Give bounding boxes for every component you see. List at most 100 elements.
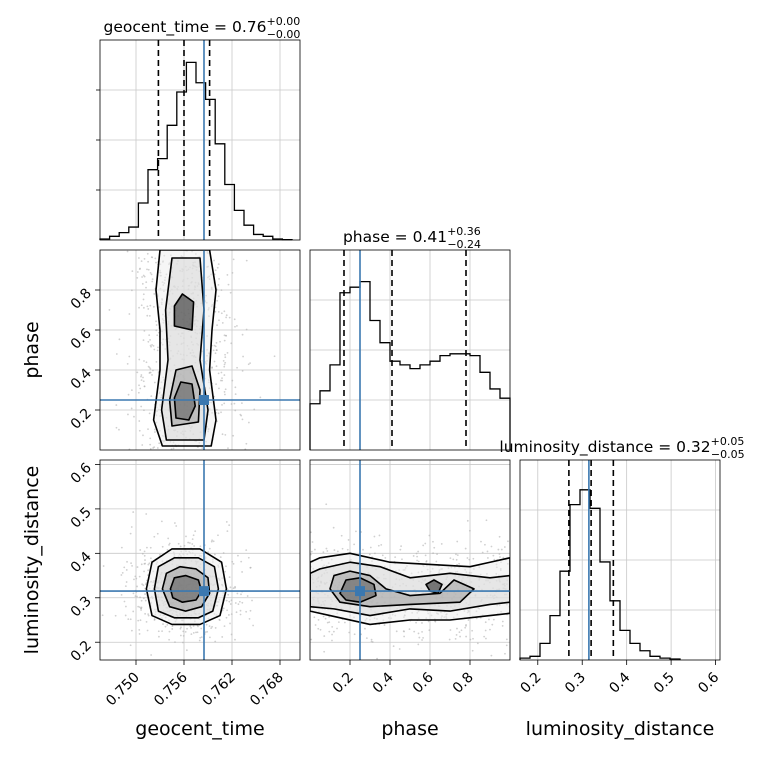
sample-point <box>500 548 503 551</box>
sample-point <box>322 551 325 554</box>
sample-point <box>224 393 226 396</box>
sample-point <box>198 639 201 642</box>
sample-point <box>231 560 234 563</box>
sample-point <box>181 641 184 644</box>
sample-point <box>417 550 420 553</box>
sample-point <box>199 545 202 548</box>
sample-point <box>245 442 248 445</box>
sample-point <box>210 540 213 543</box>
x-tick-label: 0.2 <box>518 670 545 697</box>
sample-point <box>158 635 160 638</box>
sample-point <box>369 546 372 549</box>
x-tick-label: 0.756 <box>151 669 191 709</box>
sample-point <box>114 614 117 617</box>
sample-point <box>238 600 241 603</box>
sample-point <box>153 535 156 538</box>
sample-point <box>156 334 159 337</box>
sample-point <box>246 595 249 597</box>
sample-point <box>239 609 242 612</box>
sample-point <box>146 314 149 317</box>
y-tick-label: 0.6 <box>68 460 95 487</box>
sample-point <box>138 633 141 635</box>
sample-point <box>214 269 217 272</box>
sample-point <box>145 281 148 284</box>
sample-point <box>129 644 132 647</box>
sample-point <box>325 547 328 550</box>
sample-point <box>365 637 368 639</box>
contour-line <box>425 579 443 595</box>
sample-point <box>124 585 127 588</box>
sample-point <box>180 626 182 629</box>
sample-point <box>467 619 470 621</box>
sample-point <box>213 259 215 262</box>
sample-point <box>126 250 129 253</box>
sample-point <box>331 633 333 636</box>
sample-point <box>383 624 386 626</box>
panel-frame <box>99 459 301 661</box>
sample-point <box>466 557 469 559</box>
contour-line <box>339 576 377 604</box>
sample-point <box>436 553 438 556</box>
y-tick-label: 0.4 <box>68 365 95 392</box>
sample-point <box>333 549 336 551</box>
sample-point <box>225 521 228 523</box>
sample-point <box>228 576 231 579</box>
sample-point <box>427 620 430 623</box>
sample-point <box>492 554 495 557</box>
sample-point <box>145 361 148 364</box>
sample-point <box>156 447 159 449</box>
sample-point <box>221 377 223 380</box>
sample-point <box>120 593 123 596</box>
sample-point <box>219 556 222 558</box>
sample-point <box>217 372 220 375</box>
sample-point <box>214 640 217 643</box>
histogram-luminosity_distance <box>519 489 681 660</box>
sample-point <box>224 570 226 573</box>
sample-point <box>432 540 434 543</box>
sample-point <box>398 648 401 650</box>
sample-point <box>480 540 482 543</box>
sample-point <box>232 587 235 590</box>
sample-point <box>191 538 194 541</box>
sample-point <box>182 630 185 633</box>
sample-point <box>130 526 133 528</box>
sample-point <box>151 374 153 376</box>
sample-point <box>224 356 227 359</box>
sample-point <box>143 570 145 573</box>
sample-point <box>184 630 187 633</box>
sample-point <box>408 628 411 631</box>
sample-point <box>125 581 128 583</box>
sample-point <box>449 629 452 631</box>
y-tick-label: 0.3 <box>68 593 95 620</box>
sample-point <box>155 320 157 323</box>
sample-point <box>155 261 157 264</box>
sample-point <box>147 428 149 431</box>
sample-point <box>208 625 211 628</box>
sample-point <box>328 630 331 633</box>
x-tick-label: 0.3 <box>562 670 589 697</box>
sample-point <box>151 280 154 283</box>
sample-point <box>154 257 157 260</box>
sample-point <box>322 615 325 618</box>
sample-point <box>235 611 238 614</box>
sample-point <box>223 310 226 313</box>
sample-point <box>213 553 216 556</box>
sample-point <box>215 349 218 352</box>
sample-point <box>233 402 236 405</box>
sample-point <box>190 626 192 629</box>
sample-point <box>196 631 199 634</box>
sample-point <box>152 369 154 372</box>
sample-point <box>498 553 501 555</box>
sample-point <box>147 563 150 566</box>
sample-point <box>402 630 405 633</box>
sample-point <box>231 379 234 382</box>
sample-point <box>452 558 455 561</box>
sample-point <box>153 293 156 295</box>
sample-point <box>206 630 209 633</box>
sample-point <box>353 633 356 636</box>
sample-point <box>142 274 145 277</box>
y-tick-label: 0.4 <box>68 549 95 576</box>
sample-point <box>249 566 252 569</box>
sample-point <box>156 532 159 535</box>
